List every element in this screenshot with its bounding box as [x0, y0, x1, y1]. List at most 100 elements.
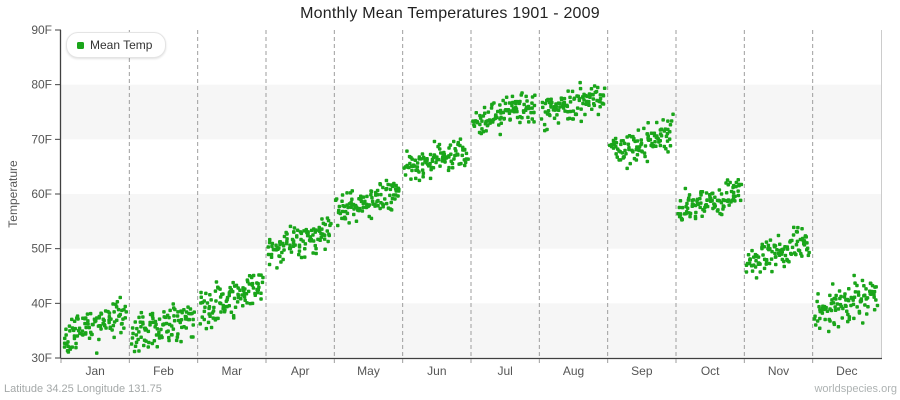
scatter-point: [481, 130, 485, 134]
scatter-point: [592, 84, 597, 88]
scatter-point: [292, 226, 297, 230]
scatter-point: [64, 333, 68, 337]
scatter-point: [739, 182, 744, 187]
scatter-point: [90, 332, 94, 337]
scatter-point: [285, 232, 289, 236]
scatter-point: [295, 235, 299, 239]
scatter-point: [631, 150, 635, 154]
scatter-point: [616, 147, 620, 151]
scatter-point: [852, 316, 856, 321]
scatter-point: [831, 301, 836, 305]
scatter-point: [337, 204, 342, 209]
scatter-point: [764, 259, 769, 263]
scatter-point: [139, 335, 143, 339]
scatter-point: [415, 161, 420, 165]
scatter-point: [432, 139, 437, 144]
scatter-point: [832, 322, 837, 327]
scatter-point: [754, 276, 759, 280]
x-tick-label: Jan: [85, 364, 104, 378]
scatter-point: [288, 224, 293, 229]
scatter-point: [719, 192, 724, 196]
scatter-point: [677, 205, 682, 210]
scatter-point: [669, 119, 674, 123]
scatter-point: [828, 319, 832, 323]
legend[interactable]: Mean Temp: [66, 32, 167, 58]
scatter-point: [767, 261, 772, 266]
scatter-point: [266, 245, 270, 249]
scatter-point: [256, 282, 260, 286]
scatter-point: [790, 245, 795, 250]
scatter-point: [188, 307, 193, 311]
scatter-point: [282, 248, 286, 252]
scatter-point: [112, 335, 116, 340]
scatter-point: [148, 323, 152, 327]
scatter-point: [232, 296, 237, 301]
y-tick-label: 50F: [31, 242, 52, 256]
scatter-point: [789, 252, 794, 256]
x-tick-label: Feb: [153, 364, 174, 378]
scatter-point: [250, 281, 255, 286]
scatter-point: [653, 140, 657, 144]
scatter-point: [511, 100, 515, 105]
scatter-point: [444, 155, 448, 159]
scatter-point: [68, 329, 72, 333]
x-tick-label: Dec: [836, 364, 857, 378]
scatter-point: [297, 249, 302, 253]
scatter-point: [289, 250, 294, 254]
scatter-point: [111, 302, 115, 306]
scatter-point: [844, 298, 848, 302]
scatter-point: [664, 134, 669, 139]
scatter-point: [381, 185, 385, 190]
scatter-point: [202, 317, 206, 322]
scatter-point: [791, 233, 796, 237]
scatter-point: [518, 99, 522, 104]
scatter-point: [170, 333, 174, 337]
y-tick-label: 40F: [31, 296, 52, 310]
scatter-point: [203, 305, 207, 309]
scatter-point: [504, 95, 509, 99]
y-axis-title: Temperature: [6, 160, 20, 228]
scatter-point: [820, 311, 825, 315]
scatter-point: [205, 301, 210, 305]
scatter-point: [795, 230, 799, 234]
scatter-point: [540, 100, 545, 105]
x-tick-label: Jun: [427, 364, 446, 378]
scatter-point: [792, 225, 796, 230]
scatter-point: [857, 309, 862, 314]
scatter-point: [320, 227, 324, 231]
scatter-point: [581, 101, 585, 106]
scatter-point: [239, 297, 243, 301]
scatter-point: [734, 184, 738, 189]
scatter-point: [716, 208, 720, 212]
scatter-point: [853, 290, 858, 294]
chart-title: Monthly Mean Temperatures 1901 - 2009: [300, 5, 600, 22]
scatter-point: [62, 345, 67, 349]
scatter-point: [623, 148, 627, 153]
scatter-point: [218, 287, 222, 291]
scatter-point: [758, 262, 762, 266]
scatter-point: [146, 329, 151, 334]
scatter-point: [639, 138, 643, 142]
scatter-point: [134, 333, 139, 337]
scatter-point: [713, 195, 717, 199]
scatter-point: [804, 235, 808, 239]
scatter-point: [171, 302, 175, 306]
scatter-point: [796, 225, 800, 230]
scatter-point: [817, 305, 821, 309]
scatter-point: [425, 158, 429, 163]
scatter-point: [394, 183, 398, 188]
scatter-point: [678, 199, 683, 203]
scatter-point: [688, 214, 692, 219]
scatter-point: [81, 333, 85, 337]
scatter-point: [208, 314, 212, 318]
scatter-point: [678, 213, 683, 217]
scatter-point: [566, 89, 570, 93]
credits-link[interactable]: worldspecies.org: [814, 383, 897, 395]
scatter-point: [527, 106, 531, 111]
scatter-point: [381, 205, 385, 209]
scatter-point: [693, 214, 698, 219]
scatter-point: [450, 166, 455, 170]
scatter-point: [131, 331, 135, 336]
scatter-point: [334, 197, 339, 201]
